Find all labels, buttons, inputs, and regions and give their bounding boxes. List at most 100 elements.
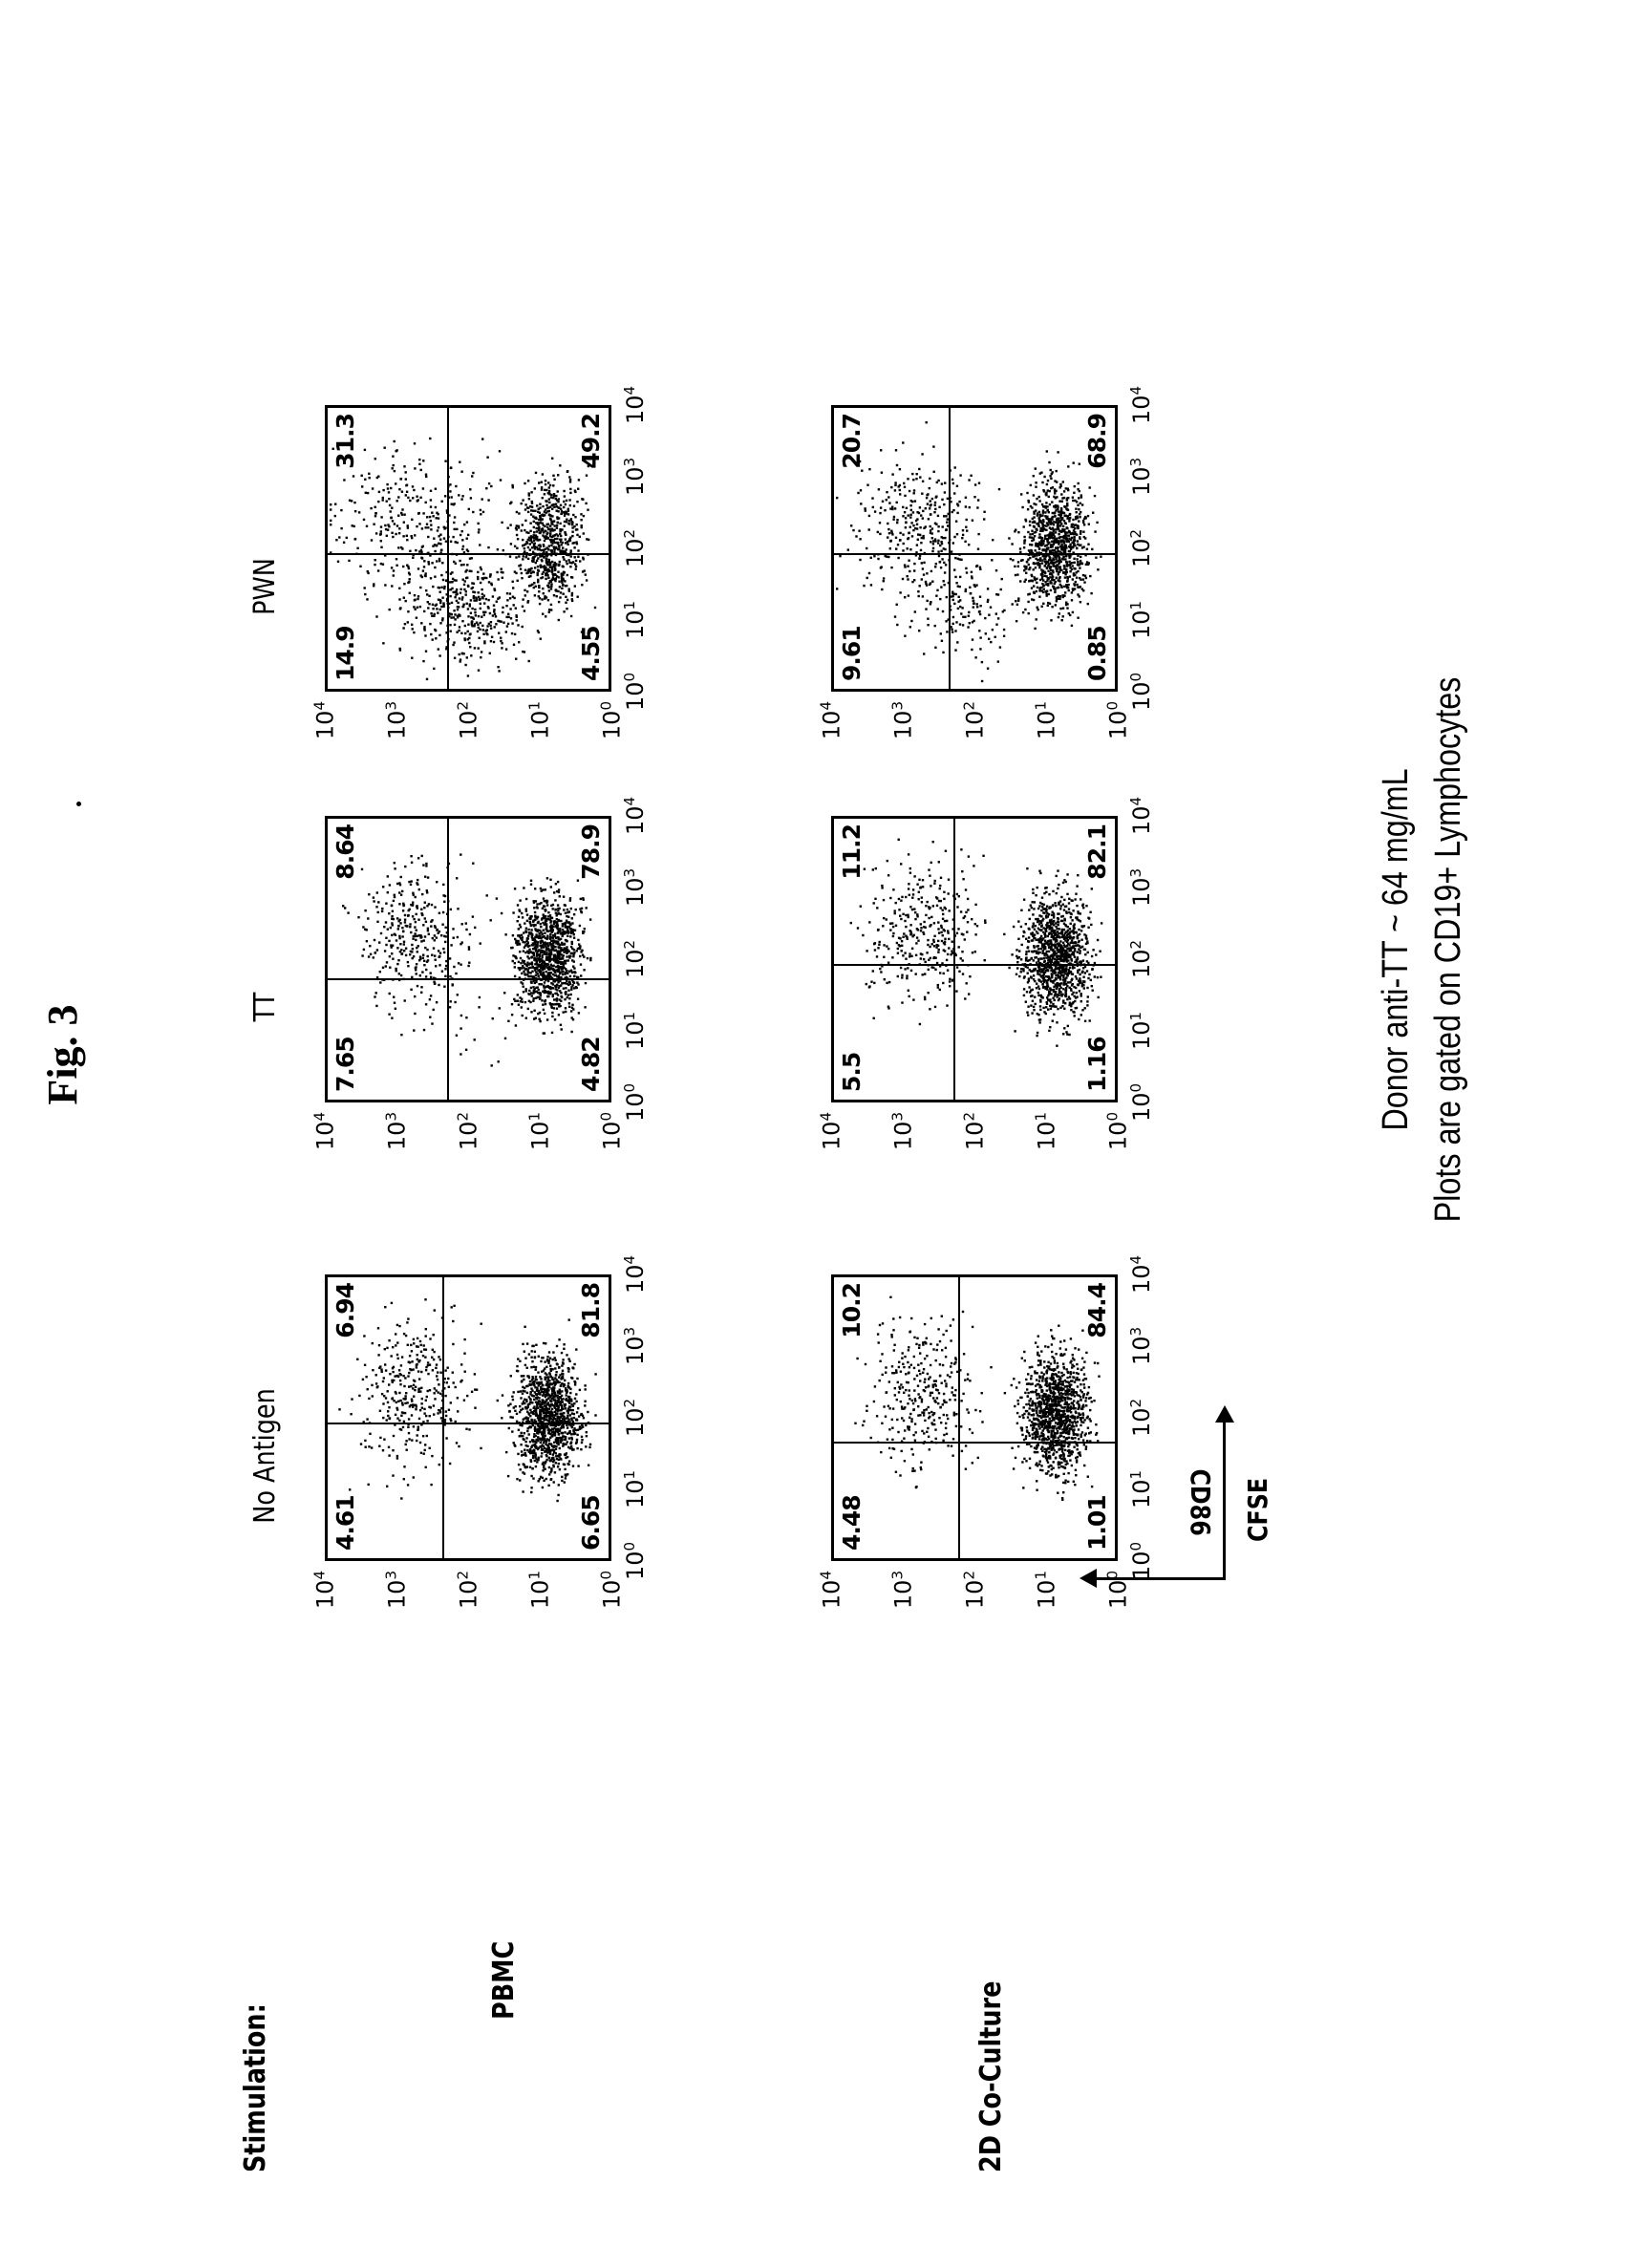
arrow-head-up-icon xyxy=(1080,1569,1097,1588)
y-tick-label: 102 xyxy=(961,1112,989,1169)
quadrant-value-lower-right: 68.9 xyxy=(1083,414,1111,469)
x-tick-label: 104 xyxy=(621,386,649,424)
x-tick-label: 103 xyxy=(1127,1327,1155,1365)
y-tick-label: 102 xyxy=(961,701,989,759)
x-tick-label: 103 xyxy=(1127,458,1155,496)
x-tick-label: 100 xyxy=(1127,1083,1155,1122)
quadrant-gate-vertical xyxy=(834,1442,1115,1444)
caption-line-1: Donor anti-TT ~ 64 mg/mL xyxy=(1376,544,1417,1356)
quadrant-gate-vertical xyxy=(328,1423,609,1424)
y-tick-label: 104 xyxy=(311,701,339,759)
plot-area: 4.4810.21.0184.4 xyxy=(831,1274,1118,1561)
y-tick-label: 102 xyxy=(455,701,482,759)
y-tick-label: 101 xyxy=(1033,1571,1060,1628)
scatter-dots xyxy=(328,405,611,689)
y-tick-label: 104 xyxy=(818,701,845,759)
scatter-dots xyxy=(834,405,1118,689)
x-tick-label: 104 xyxy=(621,797,649,835)
x-tick-label: 103 xyxy=(621,1327,649,1365)
arrow-head-right-icon xyxy=(1215,1405,1234,1423)
quadrant-value-lower-left: 1.01 xyxy=(1083,1495,1111,1551)
x-axis-label-cfse: CFSE xyxy=(1242,1478,1273,1542)
x-tick-label: 103 xyxy=(1127,868,1155,907)
scatter-dots xyxy=(834,816,1118,1100)
quadrant-gate-horizontal xyxy=(958,1277,960,1558)
x-tick-label: 100 xyxy=(621,1083,649,1122)
x-tick-label: 101 xyxy=(621,1012,649,1050)
caption-line-2: Plots are gated on CD19+ Lymphocytes xyxy=(1428,544,1469,1356)
cfse-axis-arrow xyxy=(1223,1418,1226,1580)
y-tick-label: 101 xyxy=(526,1112,554,1169)
x-tick-label: 101 xyxy=(621,1470,649,1508)
scatter-plot-pbmc-no-antigen: 1001011021031041001011021031044.616.946.… xyxy=(325,1255,611,1647)
quadrant-value-lower-left: 1.16 xyxy=(1083,1037,1111,1092)
quadrant-value-upper-left: 5.5 xyxy=(838,1053,866,1092)
figure-title: Fig. 3 xyxy=(38,978,87,1131)
quadrant-value-lower-left: 4.55 xyxy=(577,626,605,681)
y-tick-label: 103 xyxy=(889,1571,917,1628)
x-tick-label: 100 xyxy=(1127,673,1155,711)
quadrant-value-upper-left: 14.9 xyxy=(331,626,359,681)
y-tick-label: 101 xyxy=(526,1571,554,1628)
y-tick-label: 103 xyxy=(383,1571,411,1628)
plot-area: 14.9 31.3 4.55 49.2 xyxy=(325,405,611,692)
quadrant-gate-vertical xyxy=(328,978,609,980)
x-tick-label: 104 xyxy=(621,1255,649,1294)
column-label-pwn: PWN xyxy=(248,465,282,709)
x-tick-label: 100 xyxy=(621,673,649,711)
quadrant-value-lower-left: 6.65 xyxy=(577,1495,605,1551)
quadrant-value-lower-left: 4.82 xyxy=(577,1037,605,1092)
y-tick-label: 101 xyxy=(1033,701,1060,759)
y-tick-label: 104 xyxy=(818,1571,845,1628)
x-tick-label: 100 xyxy=(1127,1542,1155,1580)
scatter-plot-coculture-no-antigen: 1001011021031041001011021031044.4810.21.… xyxy=(831,1255,1118,1647)
scatter-plot-pbmc-pwn: 10010110210310410010110210310414.931.34.… xyxy=(325,386,611,778)
scatter-plot-coculture-pwn: 1001011021031041001011021031049.6120.70.… xyxy=(831,386,1118,778)
cd86-axis-arrow xyxy=(1089,1577,1223,1580)
x-tick-label: 102 xyxy=(621,529,649,567)
column-label-tt: TT xyxy=(248,886,282,1129)
x-tick-label: 104 xyxy=(1127,1255,1155,1294)
quadrant-value-lower-right: 82.1 xyxy=(1083,824,1111,880)
plot-area: 5.511.21.1682.1 xyxy=(831,816,1118,1102)
y-tick-label: 102 xyxy=(455,1112,482,1169)
scatter-dots xyxy=(328,816,611,1100)
column-label-no-antigen: No Antigen xyxy=(248,1335,282,1578)
y-tick-label: 102 xyxy=(961,1571,989,1628)
row-label-2d-co-culture: 2D Co-Culture xyxy=(974,1981,1008,2172)
quadrant-value-lower-right: 49.2 xyxy=(577,414,605,469)
row-label-pbmc: PBMC xyxy=(487,1941,521,2020)
x-tick-label: 104 xyxy=(1127,386,1155,424)
x-tick-label: 100 xyxy=(621,1542,649,1580)
y-tick-label: 101 xyxy=(1033,1112,1060,1169)
quadrant-value-upper-right: 6.94 xyxy=(331,1283,359,1338)
quadrant-value-upper-right: 20.7 xyxy=(838,414,866,469)
scan-speck xyxy=(76,802,81,806)
quadrant-value-upper-right: 31.3 xyxy=(331,414,359,469)
y-tick-label: 103 xyxy=(383,1112,411,1169)
y-tick-label: 104 xyxy=(311,1571,339,1628)
x-tick-label: 101 xyxy=(1127,1470,1155,1508)
quadrant-gate-horizontal xyxy=(949,408,951,689)
plot-area: 9.61 20.7 0.85 68.9 xyxy=(831,405,1118,692)
y-tick-label: 104 xyxy=(311,1112,339,1169)
y-tick-label: 104 xyxy=(818,1112,845,1169)
x-tick-label: 102 xyxy=(1127,529,1155,567)
quadrant-gate-vertical xyxy=(834,964,1115,966)
x-tick-label: 103 xyxy=(621,458,649,496)
quadrant-value-lower-left: 0.85 xyxy=(1083,626,1111,681)
y-tick-label: 103 xyxy=(889,1112,917,1169)
plot-area: 7.658.644.8278.9 xyxy=(325,816,611,1102)
x-tick-label: 102 xyxy=(621,940,649,978)
plot-area: 4.616.946.6581.8 xyxy=(325,1274,611,1561)
quadrant-value-lower-right: 78.9 xyxy=(577,824,605,880)
quadrant-value-upper-left: 9.61 xyxy=(838,626,866,681)
quadrant-gate-vertical xyxy=(328,553,609,555)
y-axis-label-cd86: CD86 xyxy=(1185,1468,1216,1535)
x-tick-label: 103 xyxy=(621,868,649,907)
quadrant-gate-horizontal xyxy=(953,819,955,1100)
y-tick-label: 103 xyxy=(383,701,411,759)
stimulation-label: Stimulation: xyxy=(239,2003,272,2172)
x-tick-label: 102 xyxy=(621,1399,649,1437)
quadrant-value-lower-right: 84.4 xyxy=(1083,1283,1111,1338)
